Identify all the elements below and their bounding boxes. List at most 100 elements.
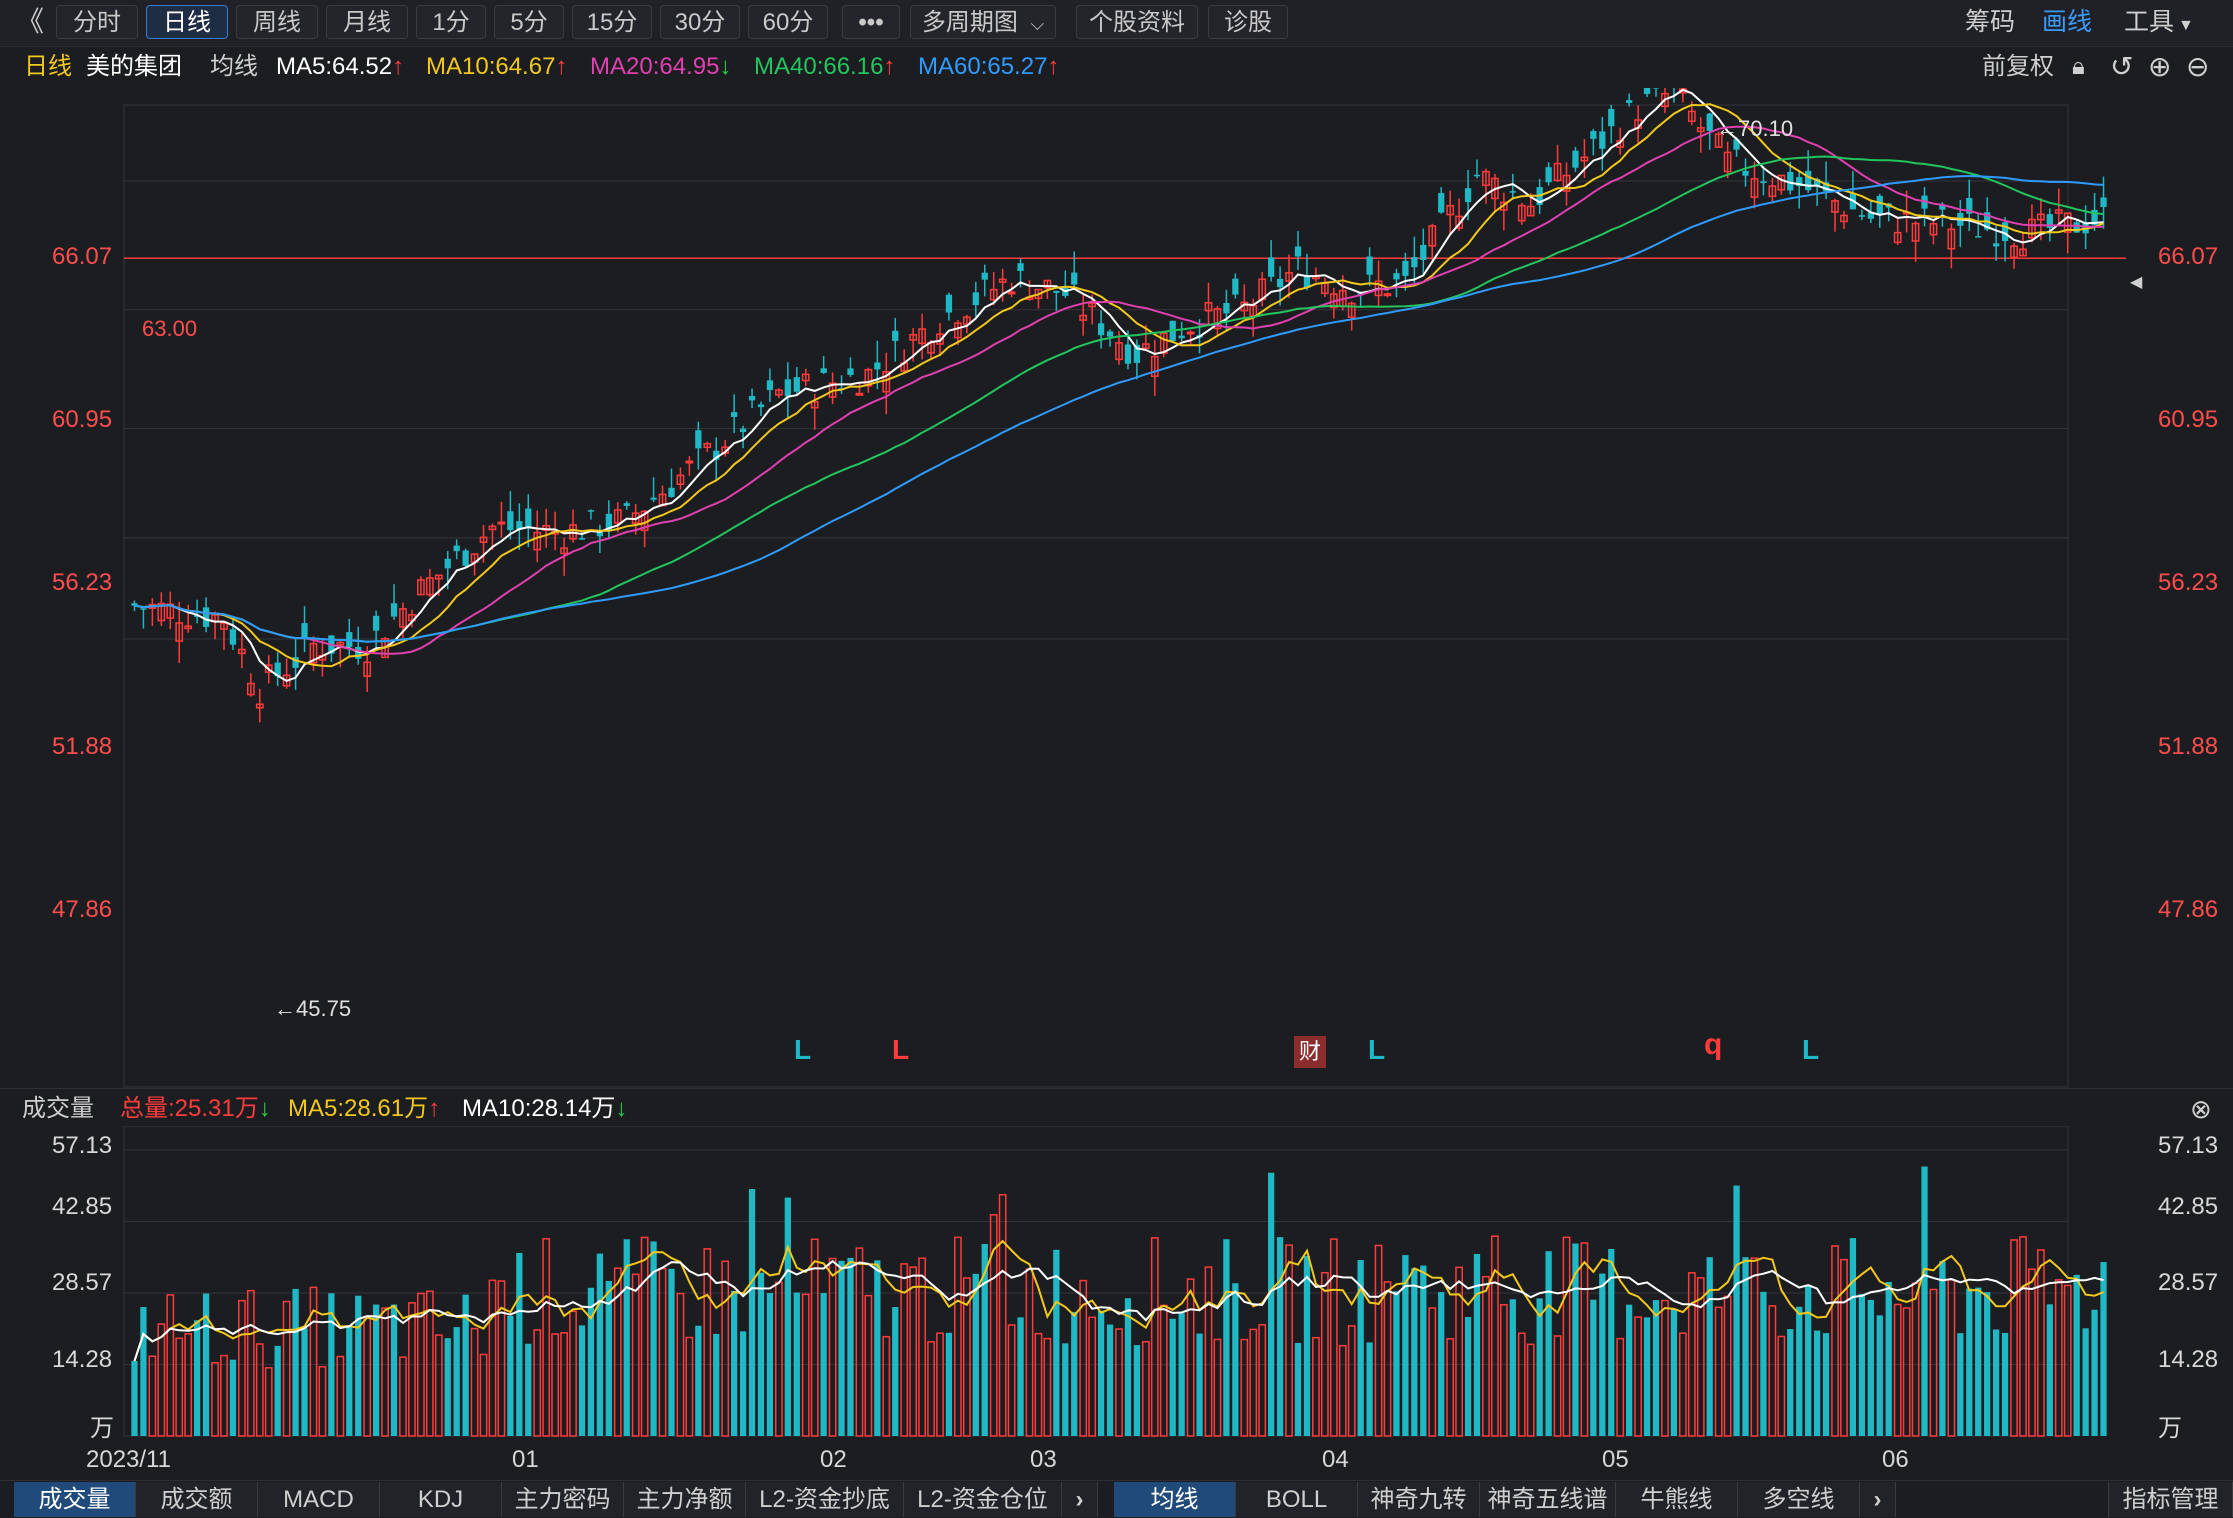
volume-unit-right: 万 (2158, 1415, 2182, 1442)
tab-long-short[interactable]: 多空线 (1738, 1482, 1860, 1517)
candle-down (292, 657, 299, 668)
volume-bar-up (918, 1257, 926, 1437)
diagnose-button[interactable]: 诊股 (1208, 5, 1288, 39)
stock-info-button[interactable]: 个股资料 (1076, 5, 1198, 39)
zoom-in-icon[interactable]: ⊕ (2148, 51, 2172, 82)
indicator-manage-button[interactable]: 指标管理 (2108, 1482, 2233, 1517)
tab-magic-five-lines[interactable]: 神奇五线谱 (1480, 1482, 1616, 1517)
period-tab-日线[interactable]: 日线 (146, 5, 228, 39)
candle-up (1079, 314, 1088, 321)
volume-total-text: 总量:25.31万 (120, 1095, 259, 1122)
multi-period-dropdown[interactable]: 多周期图 ⌵ (910, 5, 1056, 39)
period-tab-分时[interactable]: 分时 (56, 5, 138, 39)
volume-bar-down (1984, 1292, 1991, 1436)
price-tick-left: 47.86 (52, 896, 113, 923)
volume-bar-down (1232, 1283, 1239, 1436)
candle-up (1696, 127, 1705, 133)
volume-bar-up (551, 1333, 560, 1437)
event-marker-finance[interactable]: 财 (1294, 1036, 1326, 1068)
volume-bar-up (399, 1356, 407, 1437)
volume-bar-up (1750, 1257, 1759, 1437)
tab-l2-position[interactable]: L2-资金仓位 (904, 1482, 1062, 1517)
undo-icon[interactable]: ↺ (2110, 51, 2134, 82)
volume-bar-up (1428, 1307, 1437, 1437)
candle-up (1947, 228, 1956, 250)
more-periods-button[interactable]: ••• (842, 5, 900, 39)
tab-turnover[interactable]: 成交额 (136, 1482, 258, 1517)
candle-up (157, 602, 166, 622)
chevron-right-icon[interactable]: › (1062, 1482, 1098, 1517)
period-tab-5分[interactable]: 5分 (494, 5, 564, 39)
tab-magic-nine[interactable]: 神奇九转 (1358, 1482, 1480, 1517)
period-tab-1分[interactable]: 1分 (416, 5, 486, 39)
zoom-out-icon[interactable]: ⊖ (2186, 51, 2210, 82)
candle-down (1599, 131, 1606, 149)
volume-chart[interactable] (0, 1126, 2233, 1446)
event-marker-q[interactable]: q (1704, 1028, 1723, 1061)
candle-down (229, 629, 237, 645)
candle-up (255, 703, 264, 709)
adjust-mode-button[interactable]: 前复权 (1982, 53, 2054, 80)
volume-total: 总量:25.31万↓ (120, 1093, 271, 1125)
tab-main-force-code[interactable]: 主力密码 (502, 1482, 624, 1517)
volume-bar-up (828, 1257, 837, 1437)
volume-bar-up (864, 1294, 873, 1437)
lock-icon[interactable]: 🔒︎ (2072, 53, 2085, 80)
volume-bar-up (1347, 1325, 1356, 1437)
tab-volume[interactable]: 成交量 (14, 1482, 136, 1517)
event-marker-L[interactable]: L (794, 1034, 812, 1065)
volume-bar-up (434, 1334, 443, 1437)
price-chart[interactable] (0, 88, 2233, 1088)
volume-bar-down (1599, 1273, 1606, 1436)
candle-up (1043, 279, 1052, 289)
volume-bar-up (416, 1292, 425, 1437)
event-marker-L[interactable]: L (892, 1034, 910, 1065)
event-marker-L[interactable]: L (1368, 1034, 1386, 1065)
candle-down (892, 330, 899, 341)
candle-down (2073, 222, 2080, 233)
period-tab-15分[interactable]: 15分 (572, 5, 652, 39)
event-marker-L[interactable]: L (1802, 1034, 1820, 1065)
candle-up (1383, 293, 1392, 297)
volume-bar-down (981, 1243, 988, 1436)
close-icon[interactable]: ⊗ (2190, 1094, 2212, 1124)
x-tick: 2023/11 (86, 1446, 171, 1473)
candle-down (1402, 260, 1409, 276)
avg-line-label[interactable]: 均线 (210, 53, 258, 80)
volume-bar-up (1517, 1332, 1526, 1437)
chip-button[interactable]: 筹码 (1965, 8, 2016, 36)
candle-up (1213, 308, 1222, 330)
tab-bull-bear[interactable]: 牛熊线 (1616, 1482, 1738, 1517)
volume-bar-up (1580, 1242, 1589, 1437)
period-tab-月线[interactable]: 月线 (326, 5, 408, 39)
candle-down (1106, 331, 1114, 337)
period-tab-周线[interactable]: 周线 (236, 5, 318, 39)
stock-name[interactable]: 美的集团 (86, 53, 182, 80)
candle-down (820, 368, 827, 373)
tab-l2-bottom-fishing[interactable]: L2-资金抄底 (746, 1482, 904, 1517)
volume-bar-down (1438, 1292, 1445, 1436)
tools-menu[interactable]: 工具 ▼ (2124, 5, 2194, 39)
ma60-value: MA60:65.27↑ (918, 51, 1059, 83)
volume-indicator-label[interactable]: 成交量 (22, 1095, 94, 1122)
volume-bar-down (1939, 1260, 1946, 1436)
chevron-right-icon[interactable]: › (1860, 1482, 1896, 1517)
volume-bar-up (775, 1281, 783, 1437)
draw-line-button[interactable]: 画线 (2042, 8, 2093, 36)
tab-kdj[interactable]: KDJ (380, 1482, 502, 1517)
double-chevron-left-icon[interactable]: 《 (16, 6, 45, 37)
tab-ma[interactable]: 均线 (1114, 1482, 1236, 1517)
volume-bar-down (1276, 1237, 1284, 1436)
tab-boll[interactable]: BOLL (1236, 1482, 1358, 1517)
volume-bar-up (1526, 1343, 1535, 1437)
volume-bar-up (1249, 1328, 1258, 1437)
candle-down (1608, 108, 1615, 127)
candle-down (444, 558, 451, 569)
volume-bar-up (613, 1267, 622, 1437)
tab-macd[interactable]: MACD (258, 1482, 380, 1517)
period-tab-60分[interactable]: 60分 (748, 5, 828, 39)
period-tab-30分[interactable]: 30分 (660, 5, 740, 39)
volume-bar-down (668, 1268, 675, 1436)
candle-up (1723, 151, 1732, 173)
tab-main-force-net[interactable]: 主力净额 (624, 1482, 746, 1517)
